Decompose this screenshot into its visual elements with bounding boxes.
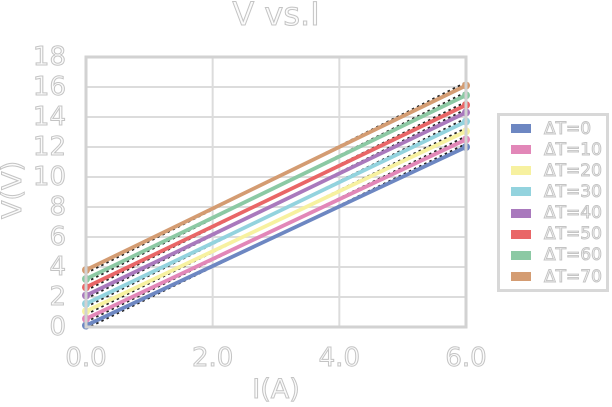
legend-item: ΔT=0 xyxy=(500,118,606,139)
legend-item-label: ΔT=30 xyxy=(544,181,603,202)
legend-item-label: ΔT=0 xyxy=(543,118,592,139)
legend-swatch xyxy=(511,272,531,282)
y-tick-label: 6 xyxy=(49,222,67,253)
y-tick-label: 2 xyxy=(49,282,67,313)
legend-item: ΔT=10 xyxy=(500,139,606,160)
series-line xyxy=(85,129,467,313)
series-line xyxy=(85,145,467,328)
legend-item: ΔT=40 xyxy=(500,203,606,224)
series-line xyxy=(85,103,467,289)
series-line xyxy=(85,110,467,298)
legend-swatch xyxy=(511,208,531,218)
y-tick-label: 8 xyxy=(49,192,67,223)
legend-swatch xyxy=(511,166,531,176)
legend-item-label: ΔT=40 xyxy=(544,203,603,224)
chart-title: V vs.I xyxy=(232,0,320,34)
legend-swatch xyxy=(511,187,531,197)
legend-swatch xyxy=(511,145,531,155)
legend-item: ΔT=70 xyxy=(500,266,606,287)
x-tick-label: 4.0 xyxy=(318,343,360,374)
legend-item-label: ΔT=50 xyxy=(544,224,603,245)
legend: ΔT=0 ΔT=10 ΔT=20 ΔT=30 ΔT=40 ΔT=50 ΔT=60 ΔT=70 xyxy=(497,113,609,292)
x-tick-label: 2.0 xyxy=(191,343,234,374)
legend-item: ΔT=20 xyxy=(500,160,606,181)
legend-swatch xyxy=(511,229,531,239)
series-line xyxy=(85,93,467,281)
x-tick-label: 0.0 xyxy=(65,343,107,374)
y-tick-label: 4 xyxy=(49,252,67,283)
legend-item-label: ΔT=20 xyxy=(544,160,603,181)
x-tick-label: 6.0 xyxy=(445,343,487,374)
legend-item-label: ΔT=60 xyxy=(544,245,603,266)
legend-swatch xyxy=(511,250,531,260)
legend-item-label: ΔT=70 xyxy=(544,266,603,287)
y-tick-label: 10 xyxy=(32,162,66,193)
legend-item: ΔT=50 xyxy=(500,224,606,245)
series-line xyxy=(85,137,467,321)
series-line xyxy=(85,83,467,272)
legend-swatch xyxy=(511,124,531,134)
x-axis-label: I(A) xyxy=(252,374,301,406)
legend-item-label: ΔT=10 xyxy=(544,139,603,160)
legend-item: ΔT=30 xyxy=(500,181,606,202)
y-tick-label: 18 xyxy=(32,42,66,73)
y-tick-label: 16 xyxy=(32,72,66,103)
series-line xyxy=(85,119,467,306)
plot-border xyxy=(84,55,468,329)
y-tick-label: 0 xyxy=(49,312,67,343)
y-tick-label: 12 xyxy=(32,132,66,163)
y-tick-label: 14 xyxy=(32,102,66,133)
legend-item: ΔT=60 xyxy=(500,245,606,266)
